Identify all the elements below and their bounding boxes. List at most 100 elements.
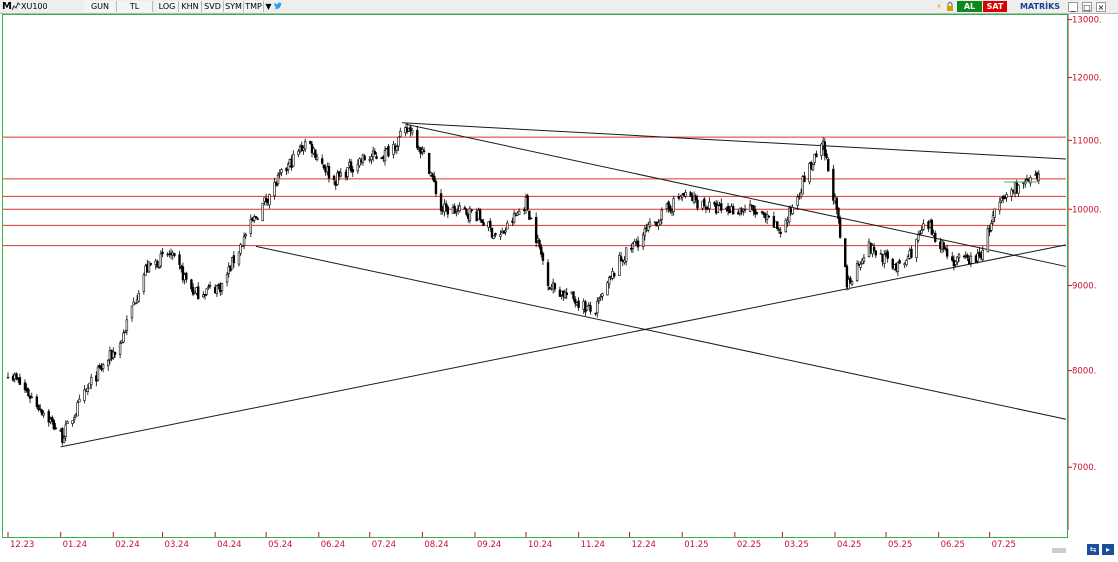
candle-body <box>618 255 621 276</box>
trendline <box>401 122 1067 160</box>
bolt-icon[interactable]: ⚡ <box>936 2 942 11</box>
minimize-icon[interactable]: _ <box>1068 2 1078 12</box>
close-icon[interactable]: × <box>1096 2 1106 12</box>
candle-body <box>837 207 840 219</box>
candle-body <box>351 168 354 173</box>
candle-body <box>1017 184 1020 194</box>
candle-body <box>945 248 949 257</box>
candle-body <box>883 254 886 264</box>
candle-body <box>517 210 521 215</box>
candle-body <box>482 221 485 226</box>
candle-body <box>855 263 859 281</box>
candle-body <box>185 272 188 280</box>
candle-body <box>915 239 918 258</box>
x-tick-label: 04.24 <box>217 540 241 550</box>
khn-button[interactable]: KHN <box>179 1 202 12</box>
candle-body <box>71 420 74 424</box>
candle-body <box>624 247 628 262</box>
candle-body <box>743 208 747 211</box>
candle-body <box>375 156 378 159</box>
candle-body <box>35 396 39 407</box>
candle-body <box>241 245 244 247</box>
candle-body <box>565 292 568 296</box>
candle-body <box>879 253 883 255</box>
maximize-icon[interactable]: □ <box>1082 2 1092 12</box>
x-axis: 12.23 01.24 02.24 03.24 04.24 05.24 06.24 07.24… <box>7 532 1016 550</box>
period-button[interactable]: GUN <box>84 1 117 12</box>
candle-body <box>760 211 764 213</box>
x-tick-label: 08.24 <box>424 540 448 550</box>
candle-body <box>446 206 450 215</box>
candle-body <box>157 266 161 269</box>
chevron-down-icon[interactable]: ▼ <box>265 2 272 11</box>
candle-body <box>346 167 349 177</box>
candle-body <box>134 302 137 305</box>
log-scale-button[interactable]: LOG <box>156 1 179 12</box>
y-axis: 13000. 12000. 11000. 10000. 9000. 8000. 7000. <box>1068 16 1102 473</box>
candle-body <box>540 246 543 255</box>
candle-body <box>801 176 804 195</box>
candle-body <box>358 158 361 166</box>
candle-body <box>178 254 181 265</box>
candle-body <box>273 181 276 196</box>
candle-body <box>15 373 18 379</box>
navigate-icon[interactable]: ⇆ <box>1087 544 1099 555</box>
candle-body <box>684 192 687 197</box>
candle-body <box>832 168 835 201</box>
candle-body <box>844 238 847 268</box>
candle-body <box>504 230 507 233</box>
candle-body <box>1037 173 1041 181</box>
candle-body <box>514 214 517 217</box>
candle-body <box>669 205 672 212</box>
candle-body <box>784 219 787 233</box>
candle-body <box>606 282 609 296</box>
candle-body <box>433 175 436 182</box>
currency-button[interactable]: TL <box>117 1 153 12</box>
sell-button[interactable]: SAT <box>983 1 1007 12</box>
sym-button[interactable]: SYM <box>224 1 244 12</box>
candle-body <box>409 126 412 132</box>
x-tick-label: 02.25 <box>737 540 761 550</box>
candle-body <box>322 164 326 169</box>
candle-body <box>159 253 163 267</box>
scrollbar[interactable] <box>1052 548 1066 553</box>
candle-body <box>207 286 210 288</box>
candle-body <box>613 273 616 277</box>
candle-body <box>40 409 44 415</box>
candle-body <box>292 154 295 167</box>
candle-body <box>944 247 947 250</box>
candle-body <box>849 277 852 284</box>
candle-body <box>872 246 876 251</box>
candle-body <box>648 221 652 227</box>
svd-button[interactable]: SVD <box>202 1 224 12</box>
x-tick-label: 01.25 <box>684 540 708 550</box>
candle-body <box>190 279 193 290</box>
candle-body <box>181 266 185 281</box>
candle-body <box>303 141 307 150</box>
lock-icon[interactable] <box>945 1 955 12</box>
candle-body <box>762 212 765 215</box>
candle-body <box>966 254 969 259</box>
candle-body <box>799 192 803 198</box>
candle-body <box>1010 189 1013 197</box>
x-tick-label: 12.23 <box>10 540 34 550</box>
candle-body <box>986 228 990 253</box>
tmp-button[interactable]: TMP <box>244 1 264 12</box>
candle-body <box>838 218 842 238</box>
candle-body <box>86 387 90 392</box>
candle-body <box>147 261 151 273</box>
candle-body <box>803 175 806 183</box>
x-tick-label: 05.25 <box>888 540 912 550</box>
buy-button[interactable]: AL <box>957 1 982 12</box>
candle-body <box>64 424 67 437</box>
zoom-icon[interactable]: ▸ <box>1102 544 1114 555</box>
symbol-input[interactable]: XU100 <box>21 2 48 11</box>
candle-body <box>23 382 27 391</box>
x-tick-label: 07.25 <box>992 540 1016 550</box>
twitter-icon[interactable] <box>273 1 283 12</box>
candle-body <box>918 233 922 236</box>
candle-body <box>969 255 973 264</box>
candle-body <box>113 351 117 355</box>
app-logo: M <box>2 1 12 12</box>
